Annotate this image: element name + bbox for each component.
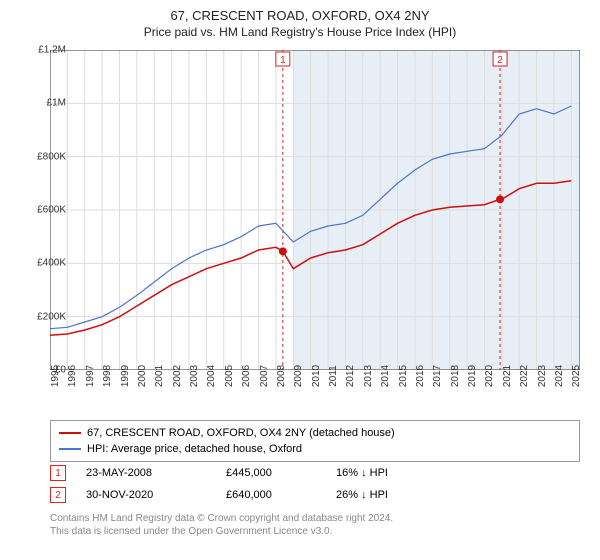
sales-table: 1 23-MAY-2008 £445,000 16% ↓ HPI 2 30-NO… [50, 462, 580, 506]
sales-row-2: 2 30-NOV-2020 £640,000 26% ↓ HPI [50, 484, 580, 506]
x-tick-label: 1996 [67, 365, 78, 387]
x-tick-label: 2008 [276, 365, 287, 387]
svg-text:2: 2 [497, 55, 503, 66]
x-tick-label: 2009 [293, 365, 304, 387]
x-tick-label: 2004 [206, 365, 217, 387]
x-tick-label: 2011 [328, 365, 339, 387]
x-tick-label: 2017 [432, 365, 443, 387]
x-tick-label: 2000 [137, 365, 148, 387]
sales-price-2: £640,000 [226, 489, 336, 501]
legend-swatch-property [59, 432, 81, 434]
y-tick-label: £600K [21, 205, 66, 216]
x-tick-label: 2006 [241, 365, 252, 387]
footer-line1: Contains HM Land Registry data © Crown c… [50, 512, 580, 525]
legend-label-property: 67, CRESCENT ROAD, OXFORD, OX4 2NY (deta… [87, 427, 395, 439]
y-tick-label: £800K [21, 151, 66, 162]
legend-item-property: 67, CRESCENT ROAD, OXFORD, OX4 2NY (deta… [59, 425, 571, 441]
x-tick-label: 2025 [571, 365, 582, 387]
y-tick-label: £1M [21, 98, 66, 109]
legend-label-hpi: HPI: Average price, detached house, Oxfo… [87, 443, 302, 455]
svg-text:1: 1 [280, 55, 286, 66]
x-tick-label: 1998 [102, 365, 113, 387]
title-sub: Price paid vs. HM Land Registry's House … [0, 25, 600, 39]
x-tick-label: 1997 [85, 365, 96, 387]
x-tick-label: 1999 [120, 365, 131, 387]
sales-date-2: 30-NOV-2020 [86, 489, 226, 501]
x-tick-label: 2010 [311, 365, 322, 387]
chart-plot-area: 12 [50, 50, 580, 370]
x-tick-label: 2002 [172, 365, 183, 387]
y-tick-label: £400K [21, 258, 66, 269]
legend-swatch-hpi [59, 448, 81, 450]
x-tick-label: 2001 [154, 365, 165, 387]
x-tick-label: 2022 [519, 365, 530, 387]
x-tick-label: 2019 [467, 365, 478, 387]
sales-price-1: £445,000 [226, 467, 336, 479]
x-tick-label: 1995 [50, 365, 61, 387]
legend-box: 67, CRESCENT ROAD, OXFORD, OX4 2NY (deta… [50, 420, 580, 462]
x-tick-label: 2012 [345, 365, 356, 387]
title-main: 67, CRESCENT ROAD, OXFORD, OX4 2NY [0, 8, 600, 23]
y-tick-label: £1.2M [21, 45, 66, 56]
x-tick-label: 2018 [450, 365, 461, 387]
sales-marker-2: 2 [50, 487, 66, 503]
x-tick-label: 2007 [259, 365, 270, 387]
sales-delta-1: 16% ↓ HPI [336, 467, 446, 479]
y-tick-label: £200K [21, 311, 66, 322]
sales-marker-1: 1 [50, 465, 66, 481]
sales-row-1: 1 23-MAY-2008 £445,000 16% ↓ HPI [50, 462, 580, 484]
x-tick-label: 2013 [363, 365, 374, 387]
x-tick-label: 2005 [224, 365, 235, 387]
title-block: 67, CRESCENT ROAD, OXFORD, OX4 2NY Price… [0, 0, 600, 39]
x-tick-label: 2021 [502, 365, 513, 387]
chart-container: 67, CRESCENT ROAD, OXFORD, OX4 2NY Price… [0, 0, 600, 560]
sales-date-1: 23-MAY-2008 [86, 467, 226, 479]
footer-attribution: Contains HM Land Registry data © Crown c… [50, 512, 580, 538]
x-tick-label: 2024 [554, 365, 565, 387]
legend-item-hpi: HPI: Average price, detached house, Oxfo… [59, 441, 571, 457]
x-tick-label: 2023 [537, 365, 548, 387]
chart-svg: 12 [50, 50, 580, 370]
footer-line2: This data is licensed under the Open Gov… [50, 525, 580, 538]
x-tick-label: 2016 [415, 365, 426, 387]
x-tick-label: 2003 [189, 365, 200, 387]
x-tick-label: 2015 [398, 365, 409, 387]
sales-delta-2: 26% ↓ HPI [336, 489, 446, 501]
x-tick-label: 2014 [380, 365, 391, 387]
x-tick-label: 2020 [484, 365, 495, 387]
